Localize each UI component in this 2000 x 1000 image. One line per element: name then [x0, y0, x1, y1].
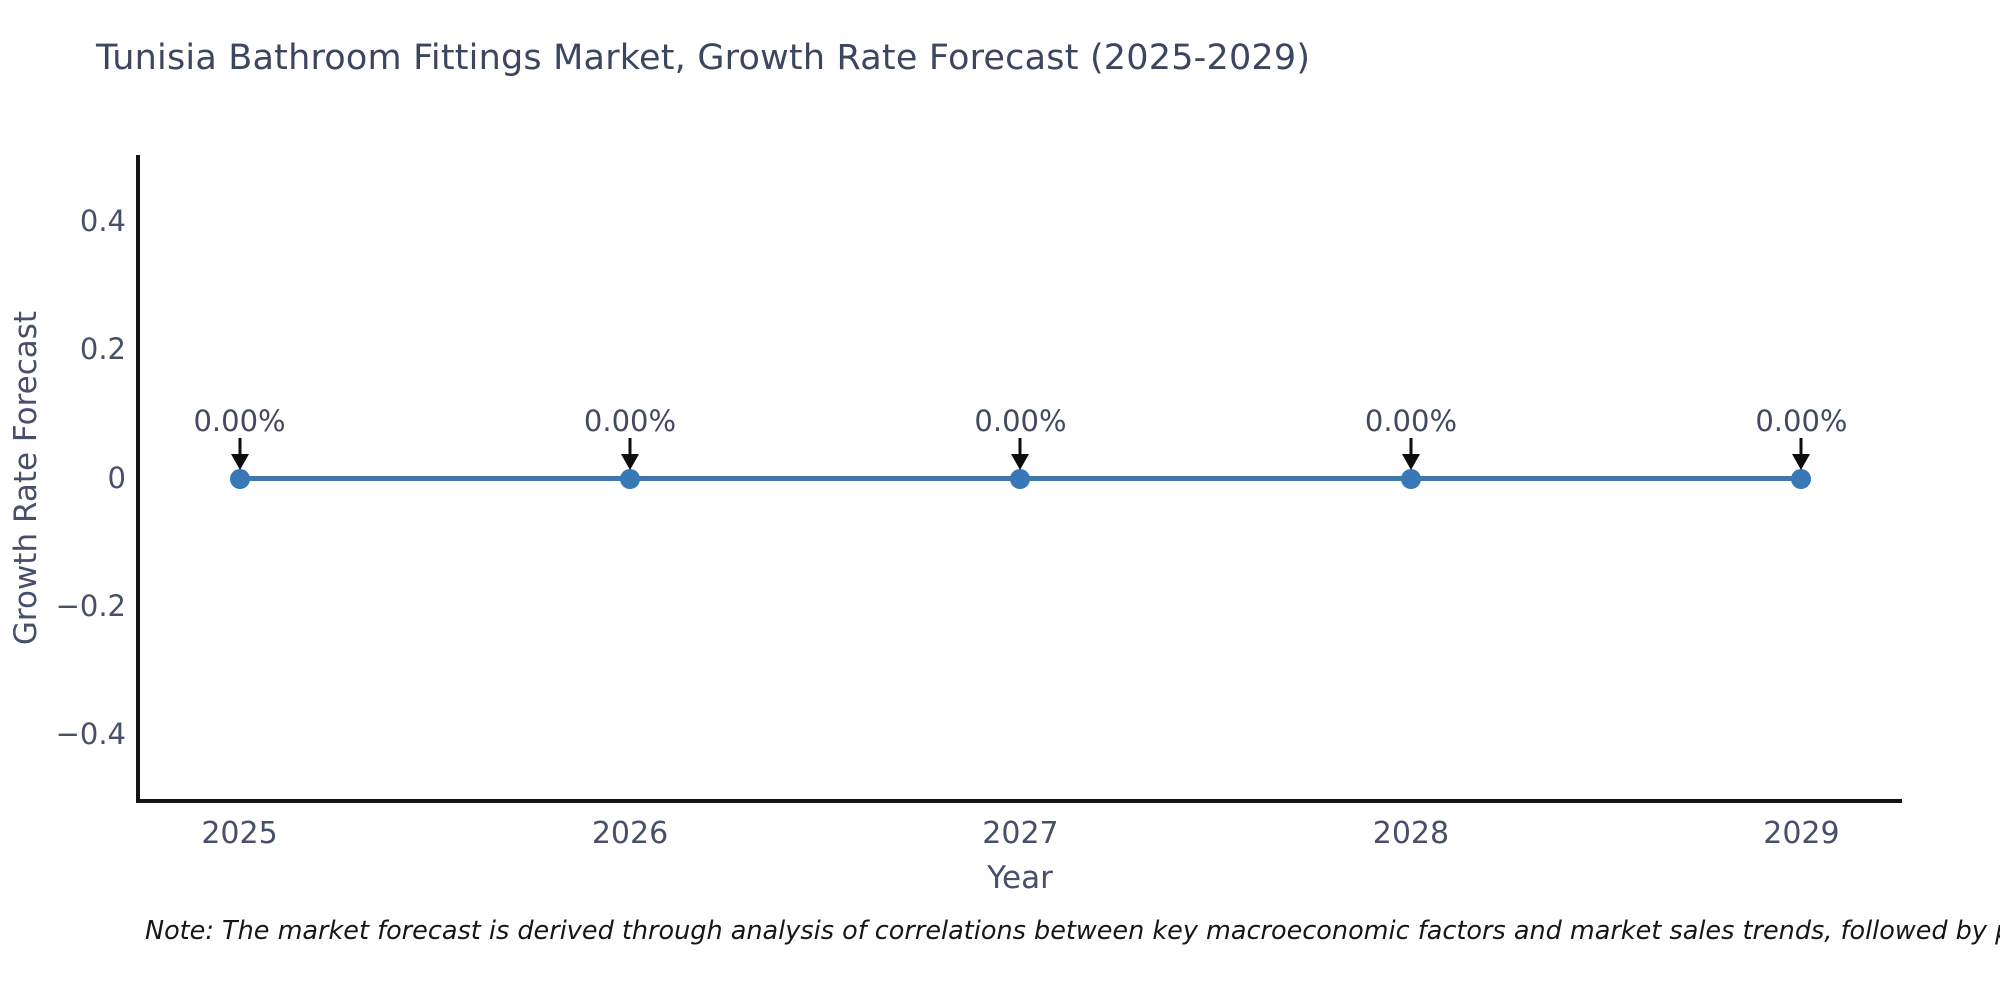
point-annotation-label: 0.00% — [1364, 403, 1458, 438]
x-tick-label: 2029 — [1763, 816, 1840, 851]
x-tick-label: 2026 — [591, 816, 669, 851]
x-axis-spine — [136, 799, 1902, 803]
annotation-arrowhead-icon — [1401, 453, 1420, 470]
annotation-arrowhead-icon — [230, 453, 249, 470]
x-axis-label: Year — [987, 860, 1053, 896]
annotation-arrow-shaft — [1409, 437, 1413, 456]
y-tick-label: −0.2 — [55, 588, 126, 623]
data-point-marker — [229, 468, 250, 489]
annotation-arrow-shaft — [238, 437, 242, 456]
annotation-arrow-shaft — [1799, 437, 1803, 456]
y-tick-label: 0.4 — [79, 204, 126, 239]
point-annotation-label: 0.00% — [193, 403, 286, 438]
chart-footnote: Note: The market forecast is derived thr… — [145, 916, 2000, 946]
point-annotation-label: 0.00% — [1755, 403, 1848, 438]
data-point-marker — [1400, 468, 1421, 489]
y-tick-label: 0.2 — [79, 332, 126, 367]
annotation-arrow-shaft — [1018, 437, 1022, 456]
data-point-marker — [1791, 468, 1812, 489]
point-annotation-label: 0.00% — [974, 403, 1067, 438]
y-axis-spine — [136, 155, 140, 803]
x-tick-label: 2027 — [982, 816, 1059, 851]
annotation-arrowhead-icon — [1011, 453, 1030, 470]
y-tick-label: 0 — [107, 460, 126, 495]
x-tick-label: 2028 — [1372, 816, 1450, 851]
chart-title: Tunisia Bathroom Fittings Market, Growth… — [96, 38, 1311, 78]
data-point-marker — [1010, 468, 1031, 489]
x-tick-label: 2025 — [201, 816, 278, 851]
y-tick-label: −0.4 — [55, 716, 126, 751]
data-point-marker — [620, 468, 640, 489]
point-annotation-label: 0.00% — [583, 403, 677, 438]
annotation-arrow-shaft — [628, 437, 632, 456]
annotation-arrowhead-icon — [621, 453, 639, 470]
annotation-arrowhead-icon — [1792, 453, 1811, 470]
